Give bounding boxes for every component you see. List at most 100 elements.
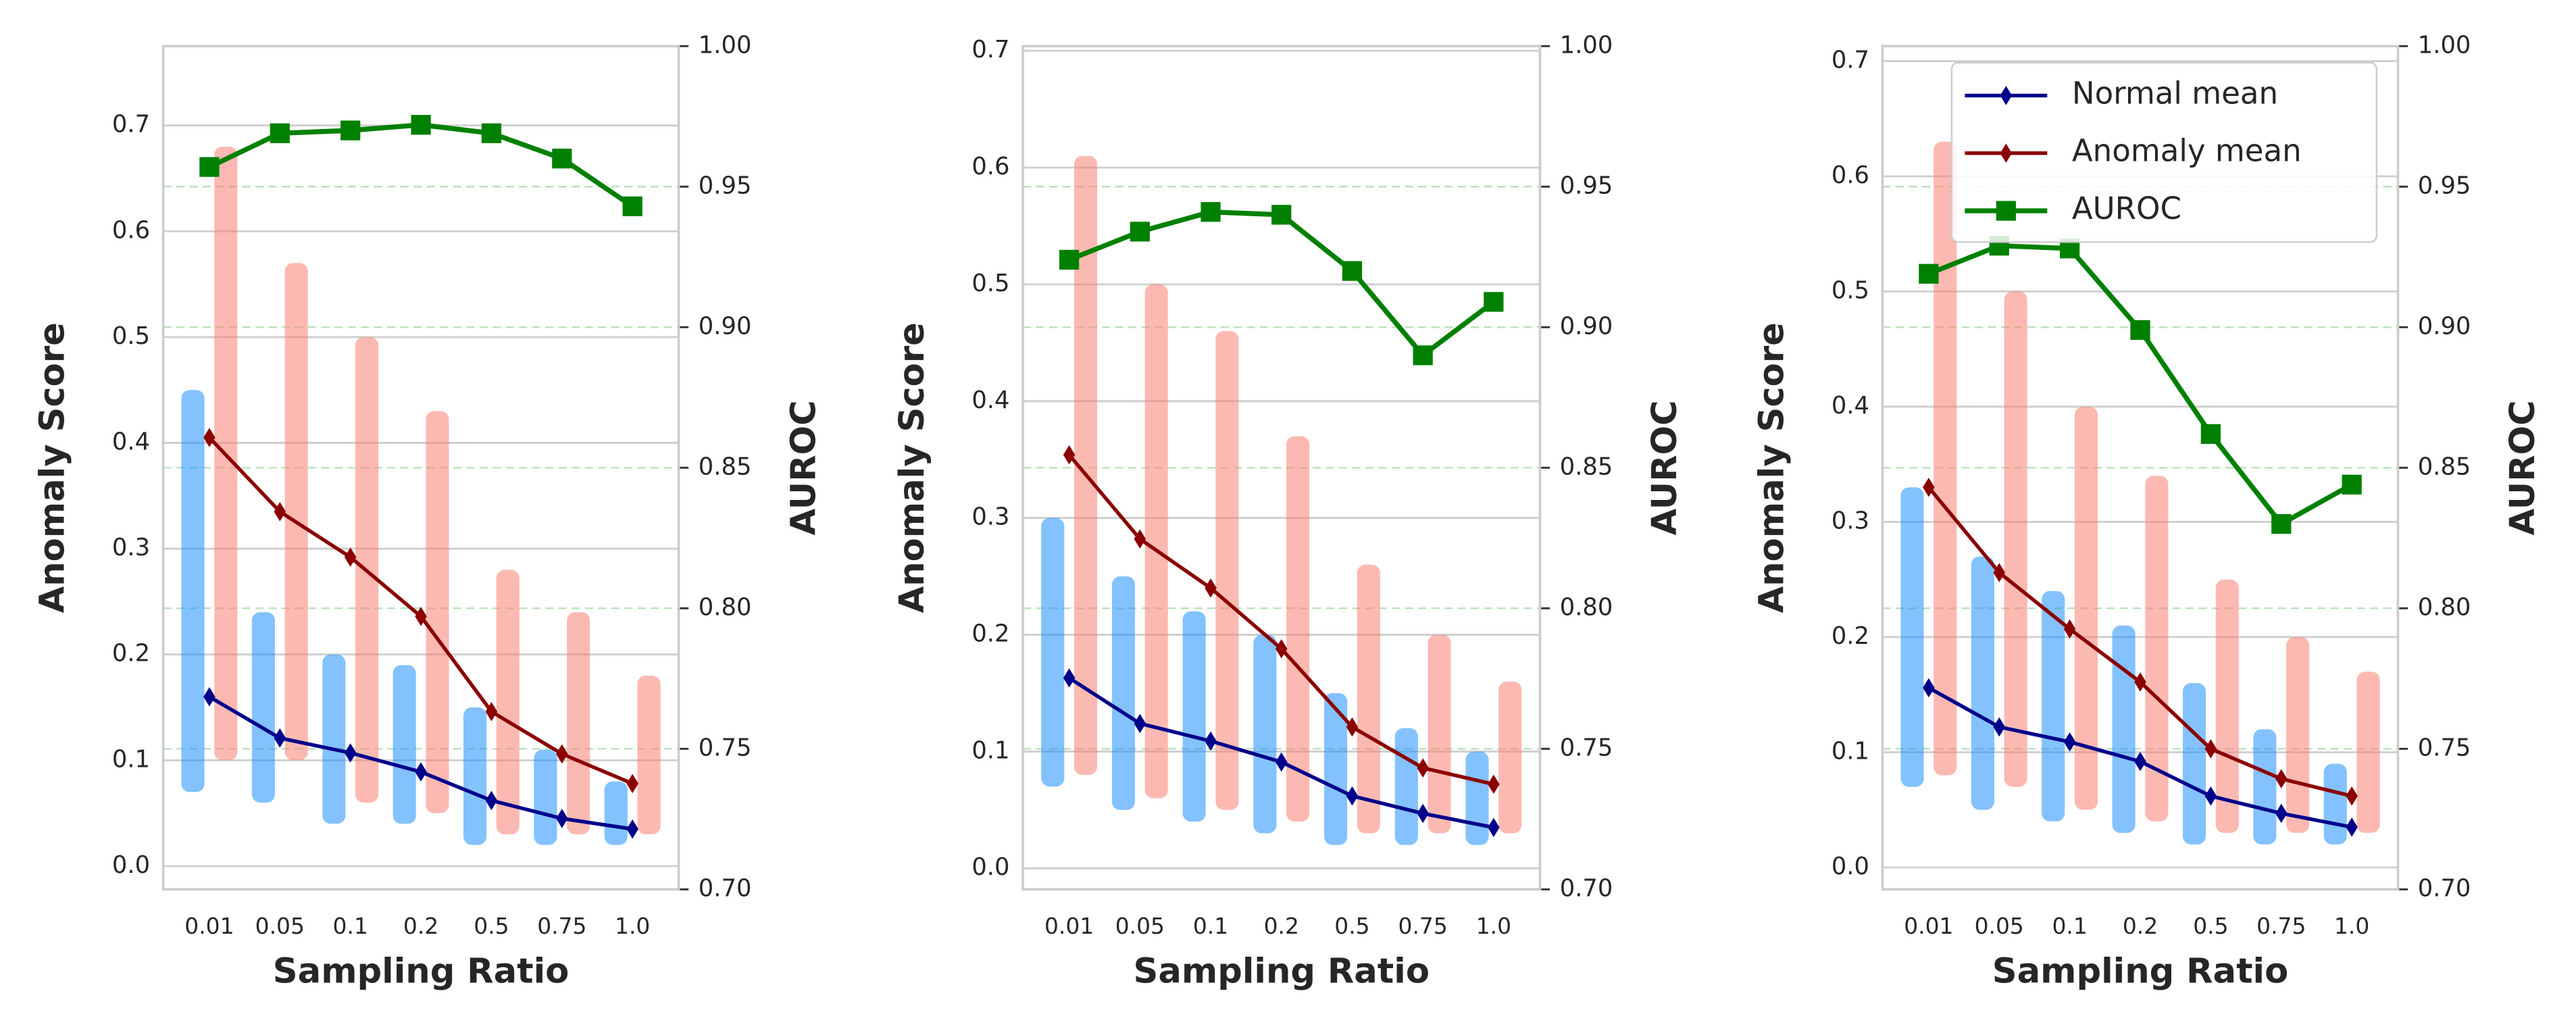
score-cloud <box>1394 728 1418 845</box>
score-cloud <box>1900 487 1924 787</box>
y-tick-label: 0.0 <box>112 851 150 879</box>
y2-axis-label: AUROC <box>783 400 824 535</box>
legend-label: Normal mean <box>2072 75 2278 111</box>
marker <box>1205 578 1217 598</box>
marker <box>2204 739 2217 759</box>
marker <box>626 819 638 839</box>
marker <box>556 809 568 828</box>
score-cloud <box>1215 331 1239 810</box>
marker <box>1484 292 1504 312</box>
score-cloud <box>1324 693 1348 845</box>
x-tick-label: 0.2 <box>403 913 438 939</box>
y-tick-label: 0.1 <box>971 736 1009 764</box>
marker <box>415 607 427 626</box>
marker <box>622 196 642 217</box>
y2-tick-label: 0.85 <box>1560 453 1613 480</box>
marker <box>1134 529 1146 549</box>
y2-axis-label: AUROC <box>2502 400 2543 535</box>
y-axis-label: Anomaly Score <box>892 322 932 613</box>
y2-tick-label: 0.85 <box>2418 453 2471 480</box>
score-cloud <box>1971 556 1994 810</box>
x-tick-label: 0.05 <box>1115 913 1165 939</box>
marker <box>203 687 216 707</box>
y2-axis-label: AUROC <box>1644 400 1685 535</box>
y2-tick-label: 0.95 <box>1560 172 1613 199</box>
score-cloud <box>2356 672 2380 833</box>
score-cloud <box>2112 625 2136 833</box>
y-tick-label: 0.1 <box>1832 737 1869 765</box>
marker <box>1063 445 1076 465</box>
y2-tick-label: 1.00 <box>699 31 752 59</box>
y2-tick-label: 0.80 <box>699 593 752 621</box>
score-cloud <box>1074 155 1098 775</box>
y-tick-label: 0.0 <box>971 853 1009 881</box>
x-tick-label: 0.1 <box>1193 913 1228 939</box>
score-cloud <box>1253 634 1277 834</box>
score-cloud <box>1465 751 1489 845</box>
marker <box>270 123 290 143</box>
y-tick-label: 0.2 <box>971 620 1009 648</box>
score-cloud <box>1428 634 1451 834</box>
marker <box>1059 249 1080 270</box>
score-cloud <box>251 612 275 803</box>
y2-tick-label: 0.75 <box>1560 734 1613 761</box>
score-cloud <box>496 570 520 834</box>
score-cloud <box>1286 436 1310 822</box>
marker <box>1413 345 1433 366</box>
y-tick-label: 0.7 <box>112 111 150 139</box>
marker <box>2200 424 2221 445</box>
marker <box>481 123 502 143</box>
score-cloud <box>284 263 308 761</box>
y2-tick-label: 1.00 <box>1560 31 1613 59</box>
y2-tick-label: 0.85 <box>699 453 752 480</box>
score-cloud <box>463 707 487 845</box>
score-cloud <box>1111 576 1136 810</box>
score-cloud <box>2074 406 2098 810</box>
score-cloud <box>426 411 449 813</box>
y-tick-label: 0.2 <box>1832 622 1869 650</box>
score-cloud <box>534 749 557 845</box>
marker <box>1271 205 1292 225</box>
score-cloud <box>1498 681 1522 834</box>
marker <box>2346 786 2358 806</box>
y-tick-label: 0.3 <box>971 503 1009 531</box>
y2-tick-label: 0.75 <box>699 734 752 761</box>
marker <box>1488 774 1500 795</box>
marker <box>626 774 638 794</box>
y-tick-label: 0.5 <box>112 322 150 350</box>
marker <box>1275 638 1288 659</box>
marker <box>2130 320 2150 341</box>
y2-tick-label: 1.00 <box>2418 31 2471 59</box>
marker <box>1342 261 1363 281</box>
score-cloud <box>637 676 661 834</box>
y-tick-label: 0.3 <box>1832 507 1869 534</box>
x-tick-label: 0.05 <box>255 913 305 939</box>
marker <box>1417 758 1429 778</box>
marker <box>1488 818 1500 837</box>
y-tick-label: 0.3 <box>112 534 150 561</box>
score-cloud <box>2004 291 2027 787</box>
y2-tick-label: 0.90 <box>699 312 752 340</box>
y-tick-label: 0.1 <box>112 745 150 773</box>
legend-box <box>1950 61 2378 243</box>
x-tick-label: 0.5 <box>474 913 509 939</box>
x-tick-label: 0.5 <box>1334 913 1369 939</box>
x-tick-label: 0.75 <box>1398 913 1448 939</box>
score-cloud <box>2323 763 2347 845</box>
marker <box>1346 786 1359 806</box>
score-cloud <box>2253 729 2277 845</box>
y-tick-label: 0.4 <box>112 428 150 456</box>
x-tick-label: 0.2 <box>2123 913 2158 939</box>
axes-frame <box>1021 45 1542 891</box>
marker <box>1923 478 1935 497</box>
marker <box>1063 668 1076 688</box>
x-tick-label: 0.2 <box>1264 913 1299 939</box>
score-cloud <box>1934 141 1957 776</box>
y-tick-label: 0.2 <box>112 640 150 668</box>
marker <box>1996 201 2016 221</box>
score-cloud <box>393 665 416 824</box>
marker <box>1201 202 1221 222</box>
y-axis-label: Anomaly Score <box>32 322 73 613</box>
marker <box>2271 513 2292 534</box>
